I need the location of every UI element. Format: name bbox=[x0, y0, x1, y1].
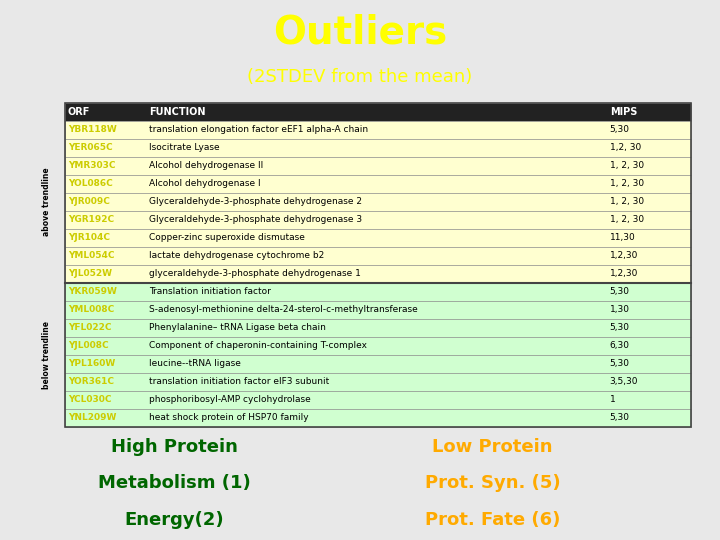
Text: leucine--tRNA ligase: leucine--tRNA ligase bbox=[149, 359, 241, 368]
Text: YOR361C: YOR361C bbox=[68, 377, 114, 386]
Text: 1, 2, 30: 1, 2, 30 bbox=[610, 197, 644, 206]
Bar bbox=[65, 301, 691, 319]
Text: Low Protein: Low Protein bbox=[432, 438, 553, 456]
Text: YBR118W: YBR118W bbox=[68, 125, 117, 134]
Text: 11,30: 11,30 bbox=[610, 233, 636, 242]
Bar bbox=[65, 409, 691, 427]
Bar bbox=[65, 139, 691, 157]
Text: Phenylalanine– tRNA Ligase beta chain: Phenylalanine– tRNA Ligase beta chain bbox=[149, 323, 326, 332]
Text: YML054C: YML054C bbox=[68, 251, 114, 260]
Text: 1, 2, 30: 1, 2, 30 bbox=[610, 161, 644, 170]
Text: Glyceraldehyde-3-phosphate dehydrogenase 3: Glyceraldehyde-3-phosphate dehydrogenase… bbox=[149, 215, 362, 224]
Text: Component of chaperonin-containing T-complex: Component of chaperonin-containing T-com… bbox=[149, 341, 367, 350]
Text: S-adenosyl-methionine delta-24-sterol-c-methyltransferase: S-adenosyl-methionine delta-24-sterol-c-… bbox=[149, 305, 418, 314]
Text: phosphoribosyl-AMP cyclohydrolase: phosphoribosyl-AMP cyclohydrolase bbox=[149, 395, 311, 404]
Text: YMR303C: YMR303C bbox=[68, 161, 115, 170]
Text: FUNCTION: FUNCTION bbox=[149, 106, 206, 117]
Bar bbox=[65, 174, 691, 193]
Text: Energy(2): Energy(2) bbox=[125, 511, 225, 529]
Text: YKR059W: YKR059W bbox=[68, 287, 117, 296]
Text: lactate dehydrogenase cytochrome b2: lactate dehydrogenase cytochrome b2 bbox=[149, 251, 325, 260]
Bar bbox=[65, 247, 691, 265]
Text: YFL022C: YFL022C bbox=[68, 323, 112, 332]
Text: 5,30: 5,30 bbox=[610, 125, 630, 134]
Text: (2STDEV from the mean): (2STDEV from the mean) bbox=[248, 68, 472, 86]
Text: translation elongation factor eEF1 alpha-A chain: translation elongation factor eEF1 alpha… bbox=[149, 125, 369, 134]
Bar bbox=[65, 120, 691, 139]
Text: YGR192C: YGR192C bbox=[68, 215, 114, 224]
Text: YJR009C: YJR009C bbox=[68, 197, 110, 206]
Text: YOL086C: YOL086C bbox=[68, 179, 113, 188]
Bar bbox=[65, 228, 691, 247]
Bar bbox=[65, 282, 691, 301]
Text: Outliers: Outliers bbox=[273, 14, 447, 52]
Text: Alcohol dehydrogenase I: Alcohol dehydrogenase I bbox=[149, 179, 261, 188]
Text: YER065C: YER065C bbox=[68, 143, 112, 152]
Bar bbox=[65, 103, 691, 120]
Text: Translation initiation factor: Translation initiation factor bbox=[149, 287, 271, 296]
Bar bbox=[65, 355, 691, 373]
Text: High Protein: High Protein bbox=[111, 438, 238, 456]
Text: 5,30: 5,30 bbox=[610, 323, 630, 332]
Text: YJR104C: YJR104C bbox=[68, 233, 110, 242]
Text: 1: 1 bbox=[610, 395, 616, 404]
Bar bbox=[65, 373, 691, 390]
Text: 1,2,30: 1,2,30 bbox=[610, 269, 638, 278]
Text: Metabolism (1): Metabolism (1) bbox=[98, 474, 251, 492]
Text: YCL030C: YCL030C bbox=[68, 395, 112, 404]
Bar bbox=[65, 265, 691, 282]
Text: heat shock protein of HSP70 family: heat shock protein of HSP70 family bbox=[149, 413, 309, 422]
Text: YJL008C: YJL008C bbox=[68, 341, 109, 350]
Text: YNL209W: YNL209W bbox=[68, 413, 117, 422]
Text: glyceraldehyde-3-phosphate dehydrogenase 1: glyceraldehyde-3-phosphate dehydrogenase… bbox=[149, 269, 361, 278]
Text: Isocitrate Lyase: Isocitrate Lyase bbox=[149, 143, 220, 152]
Bar bbox=[65, 193, 691, 211]
Text: 1,2,30: 1,2,30 bbox=[610, 251, 638, 260]
Text: YML008C: YML008C bbox=[68, 305, 114, 314]
Text: 6,30: 6,30 bbox=[610, 341, 630, 350]
Text: ORF: ORF bbox=[68, 106, 90, 117]
Text: 1,30: 1,30 bbox=[610, 305, 630, 314]
Text: 1, 2, 30: 1, 2, 30 bbox=[610, 215, 644, 224]
Bar bbox=[65, 157, 691, 174]
Text: 5,30: 5,30 bbox=[610, 359, 630, 368]
Text: YPL160W: YPL160W bbox=[68, 359, 115, 368]
Bar bbox=[65, 319, 691, 336]
Text: 3,5,30: 3,5,30 bbox=[610, 377, 638, 386]
Bar bbox=[65, 336, 691, 355]
Text: Alcohol dehydrogenase II: Alcohol dehydrogenase II bbox=[149, 161, 264, 170]
Text: Prot. Fate (6): Prot. Fate (6) bbox=[425, 511, 560, 529]
Text: translation initiation factor eIF3 subunit: translation initiation factor eIF3 subun… bbox=[149, 377, 330, 386]
Text: 5,30: 5,30 bbox=[610, 413, 630, 422]
Text: Prot. Syn. (5): Prot. Syn. (5) bbox=[425, 474, 560, 492]
Text: Glyceraldehyde-3-phosphate dehydrogenase 2: Glyceraldehyde-3-phosphate dehydrogenase… bbox=[149, 197, 362, 206]
Bar bbox=[65, 390, 691, 409]
Text: 5,30: 5,30 bbox=[610, 287, 630, 296]
Text: below trendline: below trendline bbox=[42, 321, 51, 389]
Text: 1, 2, 30: 1, 2, 30 bbox=[610, 179, 644, 188]
Text: Copper-zinc superoxide dismutase: Copper-zinc superoxide dismutase bbox=[149, 233, 305, 242]
Text: MIPS: MIPS bbox=[610, 106, 637, 117]
Bar bbox=[65, 211, 691, 228]
Text: above trendline: above trendline bbox=[42, 167, 51, 236]
Text: 1,2, 30: 1,2, 30 bbox=[610, 143, 641, 152]
Text: YJL052W: YJL052W bbox=[68, 269, 112, 278]
